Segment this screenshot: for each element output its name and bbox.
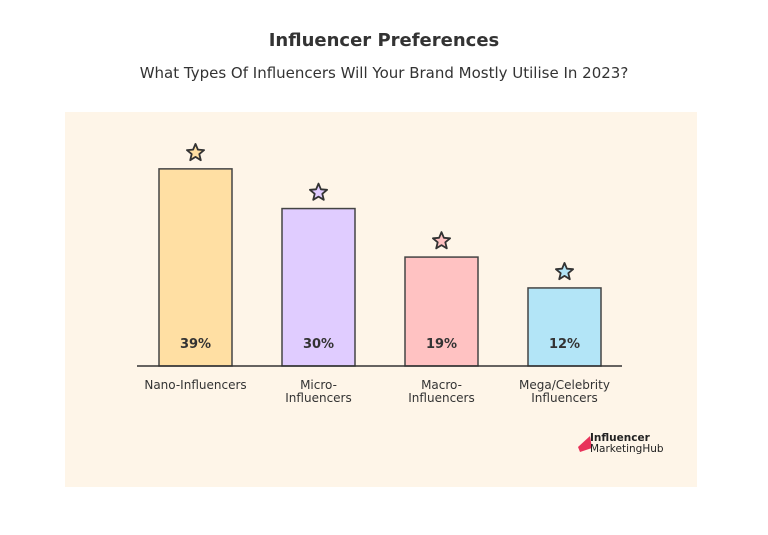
chart-subtitle: What Types Of Influencers Will Your Bran…: [139, 64, 629, 82]
logo-line2: MarketingHub: [590, 443, 664, 455]
chart-title: Influencer Preferences: [268, 30, 500, 51]
category-label: Micro-: [300, 378, 337, 392]
category-label: Nano-Influencers: [144, 378, 246, 392]
star-icon: [185, 142, 206, 162]
data-label: 30%: [303, 337, 334, 352]
logo-mark-icon: [578, 436, 592, 452]
data-label: 12%: [549, 337, 580, 352]
star-icon: [431, 231, 452, 250]
bar: [158, 168, 233, 367]
logo-line1: Influencer: [590, 432, 650, 444]
category-label: Influencers: [285, 391, 351, 405]
category-label: Mega/Celebrity: [519, 378, 610, 392]
star-icon: [308, 182, 329, 201]
data-label: 39%: [180, 337, 211, 352]
category-label: Influencers: [408, 391, 474, 405]
bar: [281, 207, 356, 367]
bar: [527, 287, 602, 367]
data-label: 19%: [426, 337, 457, 352]
logo: Influencer MarketingHub: [590, 433, 664, 455]
category-label: Macro-: [421, 378, 462, 392]
star-icon: [555, 261, 574, 281]
category-label: Influencers: [531, 391, 597, 405]
